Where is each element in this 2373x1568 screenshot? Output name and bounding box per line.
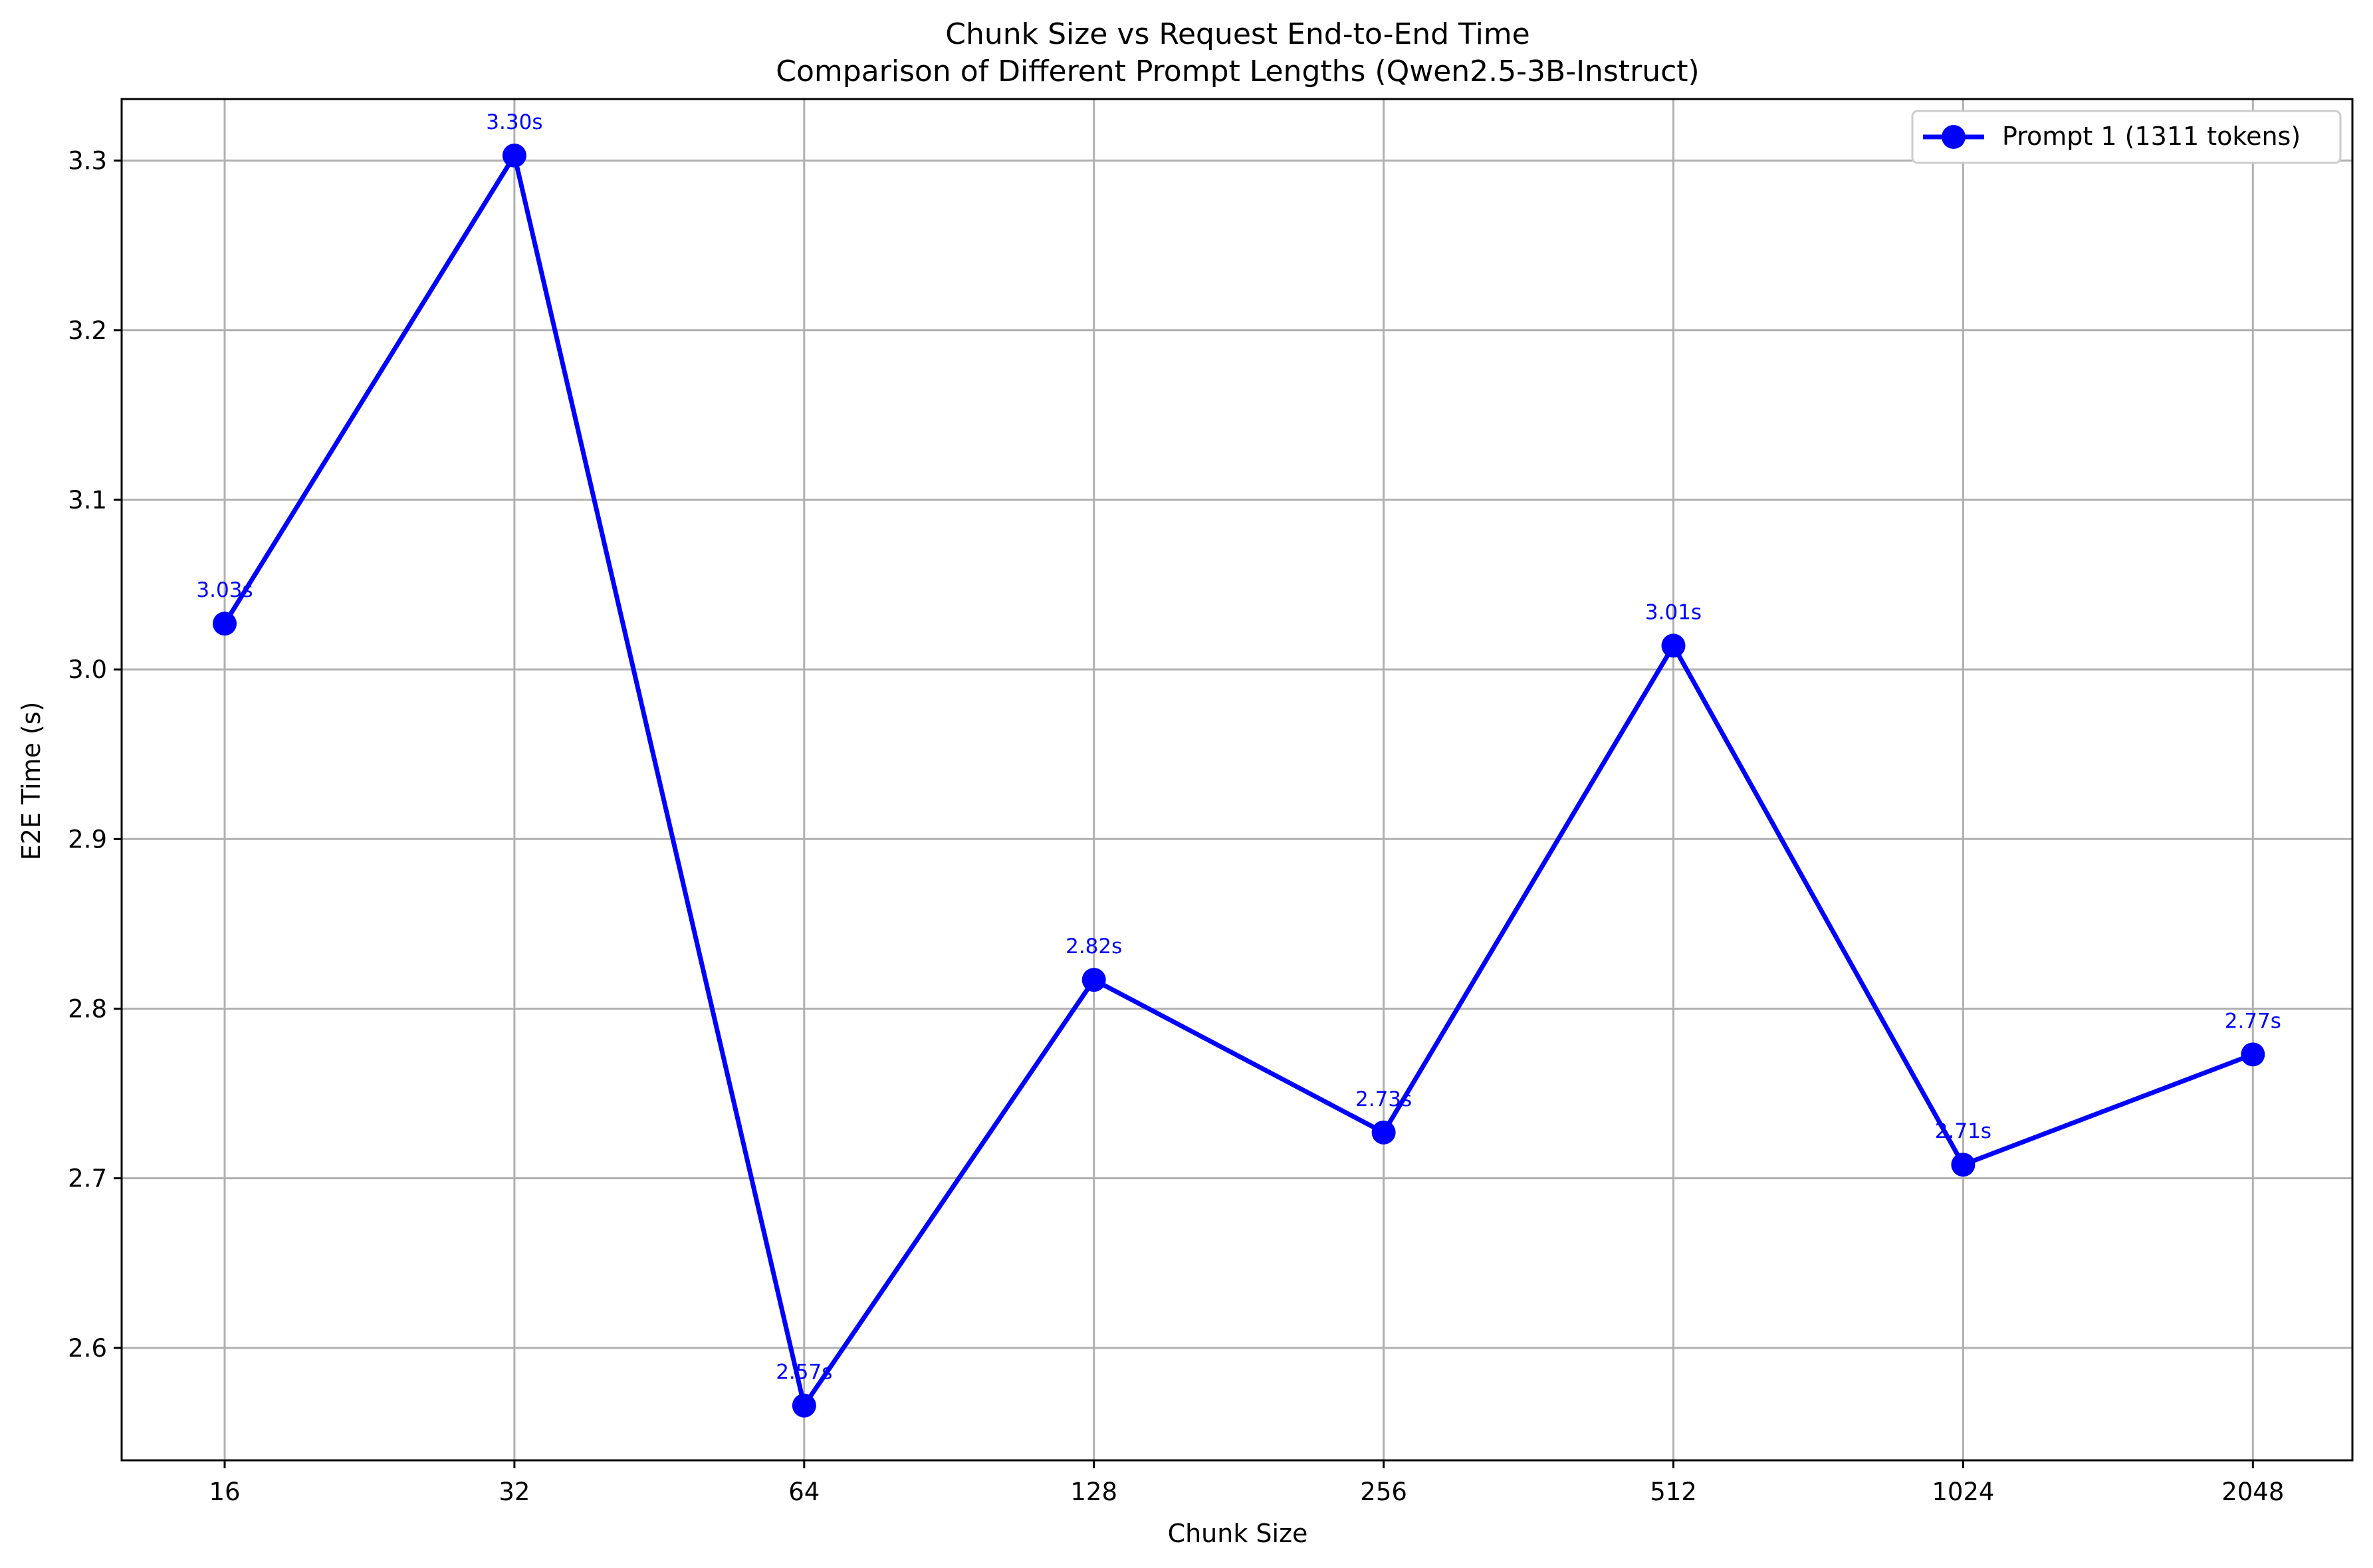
data-label: 2.73s xyxy=(1355,1087,1412,1111)
data-label: 2.71s xyxy=(1935,1119,1991,1143)
legend: Prompt 1 (1311 tokens) xyxy=(1911,110,2342,164)
data-label: 3.03s xyxy=(196,578,253,602)
y-tick-label: 3.3 xyxy=(68,147,107,175)
y-tick-label: 3.1 xyxy=(68,486,107,514)
legend-marker-swatch xyxy=(1942,125,1966,149)
data-label: 2.77s xyxy=(2225,1009,2281,1033)
data-point-marker xyxy=(1081,968,1106,992)
x-tick-label: 64 xyxy=(788,1478,820,1506)
x-tick-label: 128 xyxy=(1070,1478,1117,1506)
x-tick-label: 512 xyxy=(1650,1478,1697,1506)
data-label: 2.57s xyxy=(776,1361,832,1385)
grid-lines xyxy=(122,99,2352,1460)
x-tick-label: 1024 xyxy=(1932,1478,1994,1506)
y-tick-label: 2.9 xyxy=(68,825,107,853)
legend-entry-label: Prompt 1 (1311 tokens) xyxy=(2002,122,2301,151)
data-labels: 3.03s 3.30s 2.57s 2.82s 2.73s 3.01s 2.71s 2.77s xyxy=(196,110,2281,1385)
series-markers xyxy=(213,143,2265,1418)
x-tick-label: 16 xyxy=(209,1478,240,1506)
plot-frame xyxy=(120,98,2354,1462)
data-point-marker xyxy=(502,143,526,168)
data-point-marker xyxy=(213,612,237,636)
y-tick-label: 3.2 xyxy=(68,316,107,345)
series-line xyxy=(223,153,2254,1408)
data-point-marker xyxy=(1661,633,1686,658)
data-point-marker xyxy=(1951,1153,1976,1177)
data-point-marker xyxy=(792,1393,816,1418)
chart-title: Chunk Size vs Request End-to-End Time xyxy=(945,17,1529,51)
data-point-marker xyxy=(2241,1042,2265,1067)
chart-subtitle: Comparison of Different Prompt Lengths (… xyxy=(776,55,1699,88)
series-lines xyxy=(223,153,2254,1408)
x-tick-label: 2048 xyxy=(2221,1478,2284,1506)
axis-ticks: 16 32 64 128 256 512 1024 2048 2.6 2.7 2.8 2.9 3.0 3.… xyxy=(68,147,2284,1506)
data-label: 2.82s xyxy=(1066,935,1122,958)
data-label: 3.30s xyxy=(486,110,542,134)
x-tick-label: 256 xyxy=(1360,1478,1407,1506)
y-tick-label: 3.0 xyxy=(68,655,107,684)
y-tick-label: 2.6 xyxy=(68,1334,107,1363)
x-tick-label: 32 xyxy=(499,1478,530,1506)
data-point-marker xyxy=(1371,1120,1396,1145)
legend-box xyxy=(1911,110,2342,164)
y-tick-label: 2.7 xyxy=(68,1165,107,1193)
x-axis-label: Chunk Size xyxy=(1168,1519,1308,1548)
y-tick-label: 2.8 xyxy=(68,994,107,1023)
y-axis-label: E2E Time (s) xyxy=(17,702,46,861)
data-label: 3.01s xyxy=(1645,600,1702,624)
